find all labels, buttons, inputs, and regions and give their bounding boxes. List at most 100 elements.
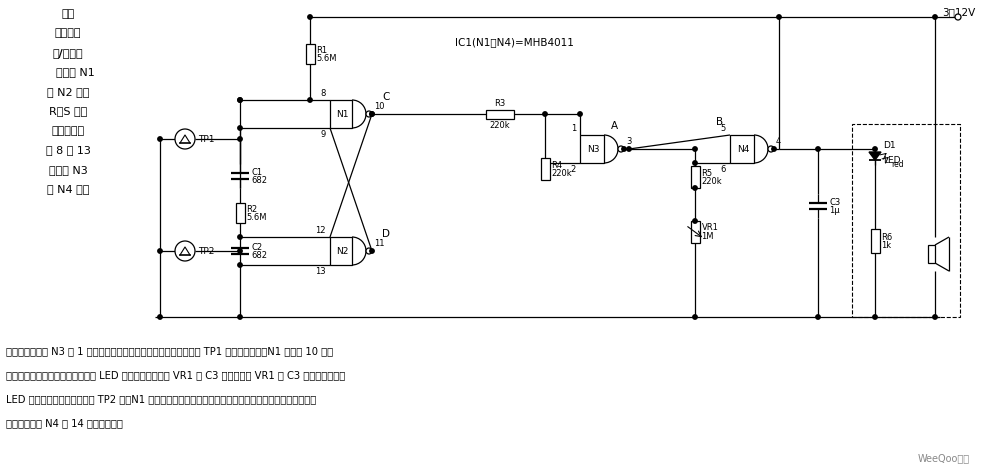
Text: 10: 10: [374, 102, 385, 111]
Text: A: A: [609, 121, 617, 131]
Text: 触摸: 触摸: [61, 9, 75, 19]
Circle shape: [238, 98, 242, 102]
Circle shape: [366, 248, 372, 254]
Text: D: D: [382, 229, 389, 239]
Text: 2: 2: [570, 165, 576, 174]
Circle shape: [932, 315, 937, 319]
Text: 和 N4 组成: 和 N4 组成: [46, 184, 89, 195]
Circle shape: [366, 111, 372, 117]
Text: 11: 11: [374, 239, 385, 248]
Text: 件再把它接到 N4 的 14 脚和接地端。: 件再把它接到 N4 的 14 脚和接地端。: [6, 418, 122, 428]
Circle shape: [621, 147, 625, 151]
Text: 为 8 和 13: 为 8 和 13: [45, 145, 91, 156]
Text: R4: R4: [551, 160, 562, 169]
Circle shape: [238, 98, 242, 102]
Text: 220k: 220k: [489, 121, 510, 129]
Text: 光/蜂鸣器: 光/蜂鸣器: [52, 48, 83, 58]
Circle shape: [692, 161, 696, 165]
Text: red: red: [890, 159, 903, 168]
Circle shape: [308, 15, 312, 19]
Circle shape: [692, 315, 696, 319]
Bar: [851, 124, 959, 317]
Text: WeeQoo维库: WeeQoo维库: [917, 453, 969, 463]
Circle shape: [238, 315, 242, 319]
Text: VR1: VR1: [701, 222, 718, 232]
Text: 6: 6: [720, 165, 726, 174]
Bar: [730, 135, 753, 163]
Circle shape: [238, 249, 242, 253]
Circle shape: [370, 112, 374, 116]
Bar: [690, 221, 699, 243]
Bar: [540, 158, 549, 180]
Text: 5.6M: 5.6M: [246, 213, 267, 222]
Text: R2: R2: [246, 205, 257, 214]
Bar: [329, 100, 352, 128]
Circle shape: [767, 146, 773, 152]
Circle shape: [238, 137, 242, 141]
Text: 220k: 220k: [701, 176, 722, 186]
Text: C3: C3: [828, 197, 839, 206]
Text: IC1(N1～N4)=MHB4011: IC1(N1～N4)=MHB4011: [455, 37, 573, 47]
Text: 5: 5: [720, 124, 726, 133]
Text: 式单片闪: 式单片闪: [54, 29, 81, 38]
Circle shape: [954, 14, 960, 20]
Text: 3: 3: [625, 137, 631, 146]
Text: 13: 13: [316, 267, 325, 276]
Text: 脚；由 N3: 脚；由 N3: [48, 165, 88, 175]
Text: 1μ: 1μ: [828, 205, 839, 214]
Circle shape: [932, 15, 937, 19]
Circle shape: [158, 315, 162, 319]
Circle shape: [776, 15, 780, 19]
Circle shape: [617, 146, 623, 152]
Text: 换为高电平，振荡器就振荡，此时 LED 闪光，闪光频率由 VR1 和 C3 决定。改变 VR1 和 C3 的值，就可改变: 换为高电平，振荡器就振荡，此时 LED 闪光，闪光频率由 VR1 和 C3 决定…: [6, 370, 345, 380]
Circle shape: [872, 315, 877, 319]
Circle shape: [692, 186, 696, 190]
Text: 9: 9: [320, 130, 325, 139]
Text: C1: C1: [250, 167, 262, 176]
Text: R5: R5: [701, 168, 712, 177]
Text: N2: N2: [335, 247, 348, 256]
Circle shape: [175, 129, 195, 149]
Text: LED: LED: [882, 156, 899, 165]
Circle shape: [238, 263, 242, 267]
Circle shape: [626, 147, 631, 151]
Bar: [485, 109, 514, 119]
Circle shape: [692, 219, 696, 223]
Circle shape: [771, 147, 775, 151]
Circle shape: [238, 126, 242, 130]
Circle shape: [370, 249, 374, 253]
Text: R－S 触发: R－S 触发: [49, 106, 87, 116]
Circle shape: [542, 112, 546, 116]
Text: D1: D1: [882, 141, 894, 150]
Circle shape: [238, 235, 242, 239]
Text: 1M: 1M: [701, 232, 713, 241]
Bar: [870, 229, 879, 253]
Bar: [329, 237, 352, 265]
Text: LED 的闪光频率。当手指桥接 TP2 时，N1 输出低电平，振荡器就停止工作。若要外加蜂鸣器，可用压电元: LED 的闪光频率。当手指桥接 TP2 时，N1 输出低电平，振荡器就停止工作。…: [6, 394, 316, 404]
Circle shape: [577, 112, 582, 116]
Text: 5.6M: 5.6M: [317, 53, 336, 62]
Text: N3: N3: [586, 144, 599, 153]
Circle shape: [308, 98, 312, 102]
Text: C: C: [382, 92, 389, 102]
Circle shape: [872, 147, 877, 151]
Text: TP1: TP1: [198, 135, 214, 144]
Circle shape: [815, 315, 819, 319]
Circle shape: [158, 137, 162, 141]
Bar: [236, 204, 245, 224]
Text: 该电路 N1: 该电路 N1: [41, 68, 95, 77]
Text: 220k: 220k: [551, 168, 572, 177]
Text: 器，触发端: 器，触发端: [51, 126, 85, 136]
Circle shape: [815, 147, 819, 151]
Circle shape: [692, 147, 696, 151]
Bar: [580, 135, 603, 163]
Circle shape: [158, 249, 162, 253]
Text: R1: R1: [317, 45, 327, 54]
Text: N4: N4: [737, 144, 748, 153]
Bar: [306, 44, 315, 64]
Text: 1: 1: [570, 124, 576, 133]
Polygon shape: [868, 152, 880, 160]
Text: C2: C2: [250, 242, 262, 251]
Text: 受控振荡，只有 N3 在 1 脚处于高电平时，振荡器才工作。当指触板 TP1 被手指桥接时，N1 输出端 10 脚转: 受控振荡，只有 N3 在 1 脚处于高电平时，振荡器才工作。当指触板 TP1 被…: [6, 346, 333, 356]
Text: 3～12V: 3～12V: [941, 7, 974, 17]
